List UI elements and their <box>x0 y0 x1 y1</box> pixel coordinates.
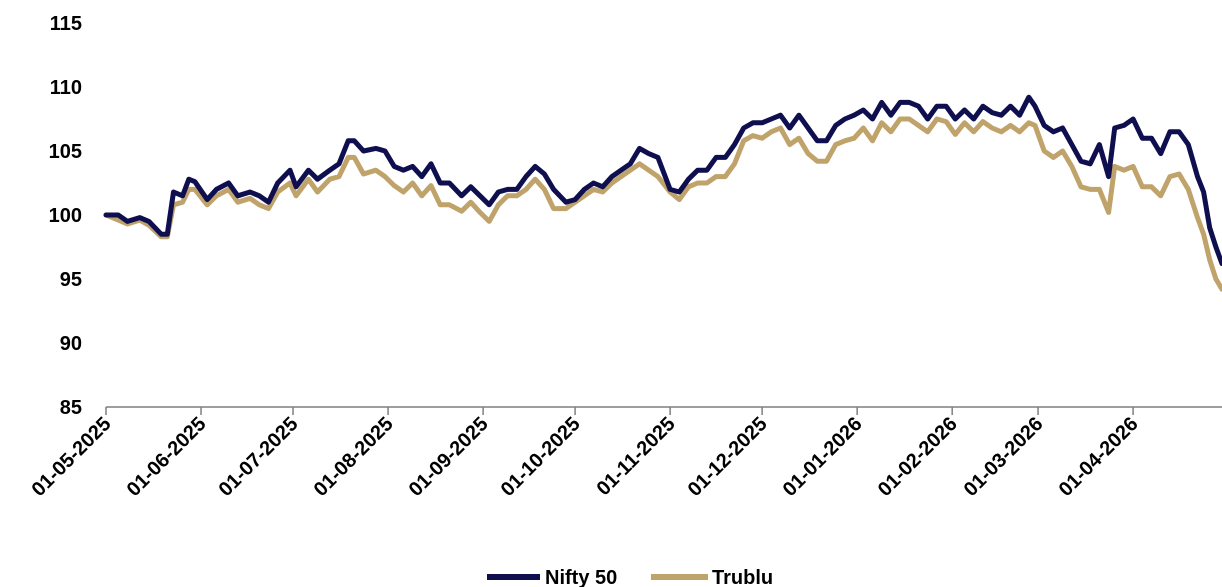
legend: Nifty 50 Trublu <box>487 567 773 587</box>
x-tick-label: 01-01-2026 <box>779 413 867 501</box>
x-tick-label: 01-06-2025 <box>123 413 211 501</box>
series-line-nifty-50 <box>103 94 1222 267</box>
y-axis: 85 90 95 100 105 110 115 <box>49 13 82 419</box>
x-tick-label: 01-05-2025 <box>28 413 116 501</box>
series-layer <box>103 94 1222 292</box>
x-tick-label: 01-09-2025 <box>405 413 493 501</box>
y-tick-label: 105 <box>49 141 82 163</box>
y-tick-label: 90 <box>60 333 82 355</box>
series-line-trublu <box>103 116 1222 292</box>
y-tick-label: 95 <box>60 269 82 291</box>
legend-label-nifty-50: Nifty 50 <box>545 567 617 587</box>
x-tick-label: 01-12-2025 <box>684 413 772 501</box>
x-tick-label: 01-04-2026 <box>1055 413 1143 501</box>
y-tick-label: 100 <box>49 205 82 227</box>
x-tick-label: 01-11-2025 <box>593 413 680 500</box>
y-tick-label: 110 <box>50 77 82 99</box>
x-tick-label: 01-07-2025 <box>215 413 303 501</box>
x-axis: 01-05-2025 01-06-2025 01-07-2025 01-08-2025… <box>28 406 1222 501</box>
y-tick-label: 115 <box>50 13 82 35</box>
x-tick-label: 01-08-2025 <box>310 413 398 501</box>
x-tick-label: 01-03-2026 <box>960 413 1048 501</box>
x-tick-label: 01-02-2026 <box>874 413 962 501</box>
legend-label-trublu: Trublu <box>712 567 773 587</box>
x-tick-label: 01-10-2025 <box>497 413 585 501</box>
y-tick-label: 85 <box>60 397 82 419</box>
